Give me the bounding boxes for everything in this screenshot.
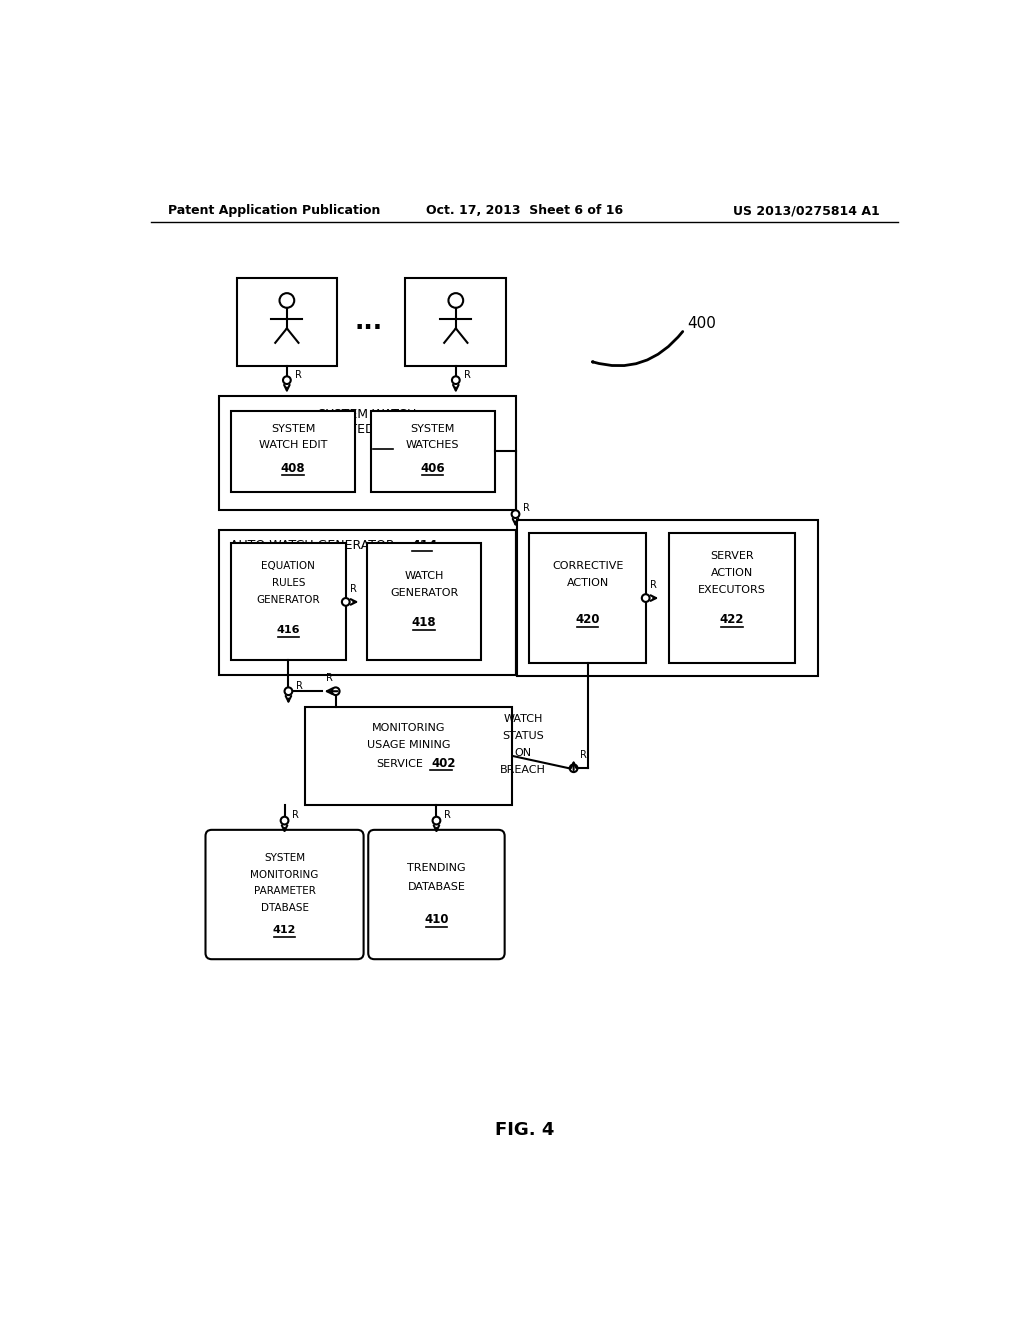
Circle shape (285, 688, 292, 696)
Circle shape (642, 594, 649, 602)
Bar (529, 533, 646, 663)
Text: 416: 416 (276, 624, 300, 635)
Text: WATCH EDIT: WATCH EDIT (259, 440, 328, 450)
Text: 410: 410 (424, 912, 449, 925)
Text: STATUS: STATUS (503, 731, 544, 741)
Bar (231, 544, 346, 660)
Text: ACTION: ACTION (566, 578, 608, 589)
Text: ON: ON (515, 748, 531, 758)
Text: 408: 408 (281, 462, 305, 475)
Text: MONITORING: MONITORING (372, 723, 445, 733)
Text: PARAMETER: PARAMETER (254, 887, 315, 896)
Text: AUTO WATCH GENERATOR: AUTO WATCH GENERATOR (230, 539, 395, 552)
Text: SYSTEM: SYSTEM (271, 425, 315, 434)
Bar (231, 411, 355, 492)
Text: RULES: RULES (271, 578, 305, 589)
Text: R: R (327, 673, 333, 684)
Text: GENERATOR: GENERATOR (257, 595, 321, 606)
Circle shape (342, 598, 349, 606)
Text: GENERATOR: GENERATOR (390, 589, 458, 598)
Text: R: R (444, 810, 452, 820)
Text: R: R (349, 583, 356, 594)
Text: SYSTEM: SYSTEM (264, 853, 305, 862)
FancyBboxPatch shape (206, 830, 364, 960)
Text: WATCH: WATCH (504, 714, 543, 723)
Circle shape (332, 688, 340, 696)
Text: WATCH: WATCH (404, 570, 443, 581)
Text: 404: 404 (374, 437, 400, 450)
Text: FIG. 4: FIG. 4 (496, 1121, 554, 1139)
Circle shape (432, 817, 440, 825)
Text: R: R (292, 810, 299, 820)
Circle shape (569, 764, 578, 772)
Text: 418: 418 (412, 616, 436, 630)
Text: EXECUTORS: EXECUTORS (697, 585, 766, 595)
Circle shape (280, 293, 294, 308)
Text: 422: 422 (720, 612, 744, 626)
Circle shape (452, 376, 460, 384)
Text: DATABASE: DATABASE (408, 882, 465, 892)
Circle shape (283, 376, 291, 384)
Text: BREACH: BREACH (501, 764, 546, 775)
Text: USAGE MINING: USAGE MINING (367, 741, 451, 750)
Bar (669, 533, 795, 663)
Text: Oct. 17, 2013  Sheet 6 of 16: Oct. 17, 2013 Sheet 6 of 16 (426, 205, 624, 218)
Circle shape (512, 511, 519, 517)
Bar (305, 706, 512, 805)
FancyBboxPatch shape (369, 830, 505, 960)
Bar (367, 544, 481, 660)
Text: R: R (464, 370, 470, 380)
Text: R: R (580, 750, 587, 760)
Text: EQUATION: EQUATION (261, 561, 315, 572)
Bar (517, 520, 818, 676)
Circle shape (281, 817, 289, 825)
Text: RELATED INPUT: RELATED INPUT (318, 422, 417, 436)
Text: 420: 420 (575, 612, 600, 626)
Bar (371, 411, 495, 492)
Text: US 2013/0275814 A1: US 2013/0275814 A1 (733, 205, 880, 218)
Text: SERVICE: SERVICE (376, 759, 423, 768)
Text: SYSTEM: SYSTEM (411, 425, 455, 434)
Text: SERVER: SERVER (710, 552, 754, 561)
Bar (406, 277, 506, 366)
Text: ACTION: ACTION (711, 569, 753, 578)
Bar (219, 396, 515, 510)
Circle shape (449, 293, 463, 308)
Text: CORRECTIVE: CORRECTIVE (552, 561, 624, 570)
Text: ...: ... (354, 310, 382, 334)
Text: TRENDING: TRENDING (408, 863, 466, 874)
Text: 400: 400 (687, 317, 717, 331)
Text: 412: 412 (272, 925, 296, 935)
Bar (237, 277, 337, 366)
Text: 406: 406 (420, 462, 444, 475)
Text: SYSTEM WATCH: SYSTEM WATCH (318, 408, 417, 421)
Text: R: R (523, 503, 530, 513)
Text: R: R (649, 579, 656, 590)
Text: R: R (296, 681, 303, 690)
FancyArrowPatch shape (593, 331, 683, 366)
Text: 402: 402 (432, 758, 457, 770)
Bar (219, 531, 515, 675)
Text: 414: 414 (412, 539, 438, 552)
Text: R: R (295, 370, 301, 380)
Text: Patent Application Publication: Patent Application Publication (168, 205, 381, 218)
Text: WATCHES: WATCHES (406, 440, 460, 450)
Text: DTABASE: DTABASE (260, 903, 308, 913)
Text: MONITORING: MONITORING (250, 870, 318, 879)
